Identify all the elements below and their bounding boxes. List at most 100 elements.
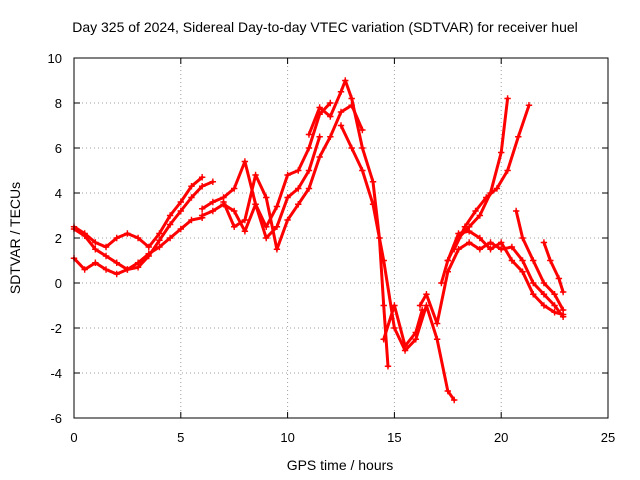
x-tick-label: 5 [177, 430, 184, 445]
y-tick-label: -2 [50, 321, 62, 336]
data-point [508, 257, 516, 264]
y-tick-label: 2 [55, 231, 62, 246]
series-track-e [198, 133, 323, 242]
data-point [530, 257, 537, 264]
data-point [209, 178, 217, 185]
data-point [423, 302, 430, 309]
data-point [198, 183, 206, 190]
data-point [433, 320, 441, 327]
data-point [384, 363, 392, 370]
data-point [493, 185, 501, 192]
data-point [391, 302, 398, 309]
series-line [514, 209, 565, 312]
data-point [198, 174, 206, 181]
data-point [316, 104, 323, 111]
data-point [401, 342, 409, 350]
data-point [241, 158, 249, 165]
data-point [512, 207, 520, 215]
data-point [472, 207, 479, 215]
series-track-b [70, 174, 206, 251]
y-tick-label: -4 [50, 366, 62, 381]
data-point [188, 183, 195, 190]
plot-frame [73, 57, 609, 419]
data-point [252, 201, 259, 208]
data-point [551, 302, 558, 309]
series-line [542, 241, 565, 294]
data-point [92, 246, 99, 253]
data-point [519, 257, 526, 264]
series-track-d [198, 99, 334, 230]
data-point [295, 167, 302, 174]
data-point [515, 133, 522, 140]
data-point [476, 246, 484, 253]
data-point [134, 234, 142, 242]
series-line [222, 103, 364, 251]
data-point [209, 198, 217, 206]
data-point [369, 201, 377, 208]
data-point [273, 223, 281, 230]
data-point [231, 185, 238, 192]
data-point [487, 246, 494, 253]
data-point [188, 216, 195, 224]
y-axis-label: SDTVAR / TECUs [7, 182, 23, 294]
series-layer [70, 77, 567, 404]
data-point [327, 113, 334, 120]
data-point [465, 239, 473, 246]
data-point [559, 288, 567, 296]
data-point [483, 194, 490, 201]
data-point [504, 95, 511, 102]
series-line [200, 135, 322, 240]
data-point [337, 122, 345, 129]
data-point [209, 207, 217, 215]
data-point [92, 239, 99, 246]
data-point [391, 324, 398, 332]
data-point [476, 234, 484, 242]
series-track-m [451, 102, 533, 253]
data-point [498, 246, 505, 253]
data-point [504, 167, 511, 174]
y-tick-label: -6 [50, 411, 62, 426]
data-point [337, 108, 345, 116]
x-tick-label: 15 [387, 430, 401, 445]
y-tick-label: 6 [55, 141, 62, 156]
series-track-o [540, 239, 567, 296]
data-point [166, 221, 174, 228]
data-point [198, 205, 206, 212]
data-point [166, 212, 174, 219]
data-point [423, 291, 430, 298]
data-point [177, 225, 184, 233]
data-point [555, 275, 563, 282]
data-point [369, 178, 377, 185]
x-tick-label: 10 [280, 430, 294, 445]
data-point [305, 167, 313, 174]
series-track-i [380, 302, 426, 350]
data-point [81, 230, 88, 237]
series-line [339, 124, 456, 402]
data-point [359, 144, 366, 152]
series-track-f [220, 102, 366, 253]
data-point [337, 88, 345, 95]
data-point [166, 234, 174, 242]
data-point [433, 336, 441, 343]
data-point [342, 77, 349, 84]
data-point [198, 212, 206, 219]
data-point [498, 149, 505, 156]
data-point [444, 387, 451, 395]
x-tick-label: 0 [70, 430, 77, 445]
data-point [487, 239, 494, 246]
data-point [540, 291, 548, 298]
x-tick-label: 25 [601, 430, 615, 445]
data-point [284, 171, 291, 179]
data-point [305, 131, 313, 138]
series-track-n [512, 207, 567, 314]
data-point [273, 246, 281, 253]
data-point [380, 302, 387, 309]
data-point [316, 133, 323, 140]
data-point [540, 239, 548, 246]
series-line [452, 103, 531, 251]
data-point [156, 237, 163, 244]
data-point [81, 266, 88, 273]
data-point [412, 329, 419, 336]
data-point [113, 234, 120, 242]
